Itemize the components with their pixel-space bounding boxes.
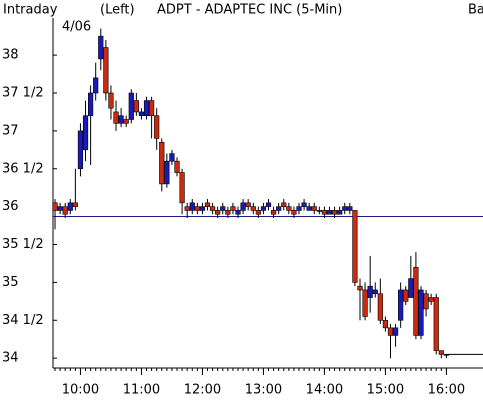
candle-body (143, 100, 150, 117)
y-tick-label: 37 (2, 123, 19, 138)
candle-body (428, 297, 434, 302)
x-tick-label: 12:00 (184, 383, 221, 398)
y-tick-label: 35 1/2 (2, 237, 44, 252)
candle-body (204, 202, 211, 207)
y-tick-label: 38 (2, 48, 19, 63)
candle-body (408, 278, 414, 298)
candle-body (240, 202, 246, 211)
candle-body (164, 160, 170, 185)
candle-body (149, 100, 155, 117)
x-tick-label: 15:00 (367, 383, 404, 398)
candle-body (265, 202, 272, 207)
x-tick-label: 14:00 (306, 383, 343, 398)
candle-body (276, 206, 282, 211)
x-tick-label: 10:00 (62, 383, 99, 398)
candle-body (423, 293, 429, 310)
candle-body (301, 202, 307, 207)
y-tick-label: 36 (2, 199, 19, 214)
candle-body (245, 202, 251, 207)
x-tick-label: 13:00 (245, 383, 282, 398)
candle-body (418, 289, 424, 336)
candle-body (98, 35, 104, 60)
candle-body (438, 350, 444, 355)
candle-body (433, 297, 439, 351)
candle-body (128, 92, 134, 120)
candle-body (306, 206, 312, 211)
candle-body (316, 210, 322, 212)
candle-body (159, 141, 165, 185)
candle-body (133, 100, 139, 113)
y-tick-label: 36 1/2 (2, 161, 44, 176)
candle-body (286, 206, 292, 211)
candle-body (281, 202, 287, 207)
chart-title: ADPT - ADAPTEC INC (5-Min) (157, 3, 342, 18)
candle-body (250, 206, 256, 211)
candle-body (72, 202, 78, 207)
candle-body (403, 289, 409, 302)
candle-body (260, 206, 267, 211)
candle-body (174, 160, 180, 173)
candle-body (392, 327, 399, 336)
candle-body (108, 92, 114, 109)
candle-body (123, 119, 129, 124)
candle-body (321, 210, 328, 215)
x-tick-label: 11:00 (123, 383, 160, 398)
candle-body (169, 153, 175, 162)
candle-body (67, 202, 73, 211)
candle-body (398, 289, 404, 321)
candle-body (326, 210, 333, 215)
candle-body (342, 206, 348, 211)
candle-body (311, 206, 317, 211)
candle-body (199, 206, 206, 211)
candle-body (215, 210, 221, 215)
candle-body (62, 206, 68, 215)
y-tick-label: 34 1/2 (2, 313, 44, 328)
candle-body (235, 210, 241, 215)
candle-body (357, 285, 363, 291)
candle-body (113, 111, 119, 124)
candle-body (154, 115, 160, 139)
date-label: 4/06 (62, 20, 91, 35)
candle-body (209, 206, 216, 211)
y-tick-label: 34 (2, 351, 19, 366)
candle-body (230, 206, 236, 211)
x-tick-label: 16:00 (428, 383, 465, 398)
candle-body (413, 266, 419, 336)
candle-body (331, 210, 338, 215)
candle-body (179, 172, 185, 204)
candle-body (270, 210, 277, 215)
candle-body (57, 206, 63, 211)
candle-body (88, 92, 94, 117)
candle-body (367, 285, 373, 298)
candle-body (291, 210, 297, 215)
candle-body (255, 210, 261, 215)
candle-body (337, 210, 343, 215)
candle-body (189, 202, 195, 211)
candle-body (362, 289, 368, 317)
candle-body (184, 206, 190, 211)
y-tick-label: 37 1/2 (2, 86, 44, 101)
candle-body (347, 206, 353, 211)
candle-body (387, 327, 394, 336)
candle-body (138, 111, 145, 117)
y-tick-label: 35 (2, 275, 19, 290)
candle-body (296, 206, 302, 211)
candle-body (118, 115, 124, 124)
candle-body (377, 293, 383, 321)
candle-body (77, 130, 84, 170)
candle-body (352, 210, 358, 283)
label-side: (Left) (100, 3, 135, 18)
candle-body (82, 115, 89, 151)
label-intraday: Intraday (3, 3, 58, 18)
label-right: Ba (468, 3, 483, 18)
candle-body (103, 47, 109, 94)
candle-body (52, 202, 58, 211)
candle-body (194, 206, 200, 211)
candle-body (372, 289, 378, 295)
candle-body (220, 206, 226, 211)
candle-body (93, 77, 99, 94)
candle-body (382, 319, 389, 329)
candle-body (225, 210, 231, 215)
